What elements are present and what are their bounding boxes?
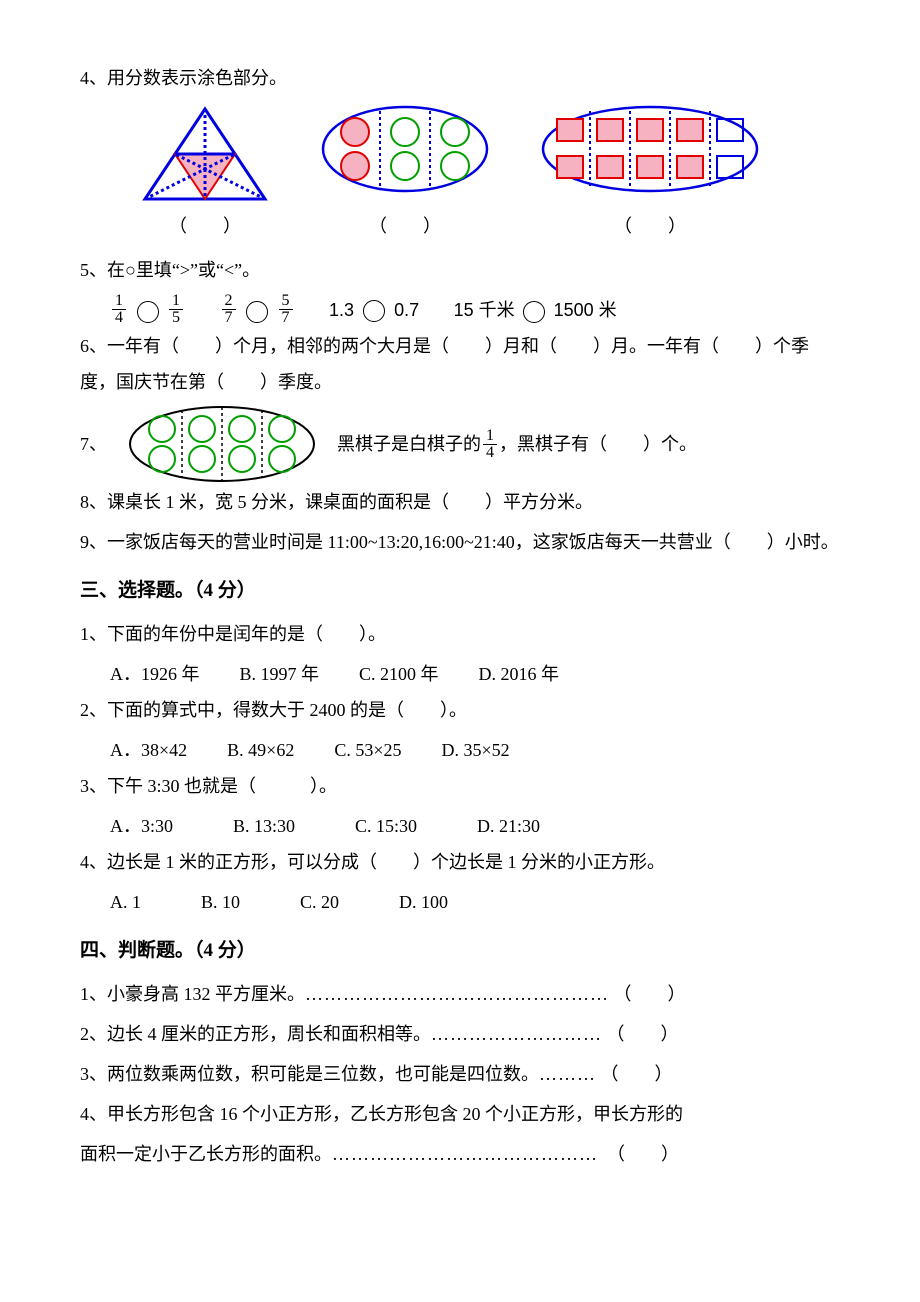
compare-slot (246, 301, 268, 323)
q5-text: 5、在○里填“>”或“<”。 (80, 252, 840, 288)
sec3-q1-opts: A．1926 年B. 1997 年C. 2100 年D. 2016 年 (110, 656, 840, 692)
q4-figures (140, 104, 840, 204)
q5-item-4: 15 千米 1500 米 (454, 292, 617, 328)
q4-triangle (140, 104, 270, 204)
sec3-q2: 2、下面的算式中，得数大于 2400 的是（ ）。 (80, 692, 840, 728)
q7-prefix: 7、 (80, 426, 107, 462)
q4-squares-group (540, 104, 760, 194)
sec3-q3-opts: A．3:30B. 13:30C. 15:30D. 21:30 (110, 808, 840, 844)
sec4-q4a: 4、甲长方形包含 16 个小正方形，乙长方形包含 20 个小正方形，甲长方形的 (80, 1096, 840, 1132)
compare-slot (523, 301, 545, 323)
compare-slot (363, 300, 385, 322)
q5-item-2: 27 57 (220, 292, 295, 328)
q8-text: 8、课桌长 1 米，宽 5 分米，课桌面的面积是（ ）平方分米。 (80, 484, 840, 520)
sec3-q4-opts: A. 1B. 10C. 20D. 100 (110, 884, 840, 920)
sec3-q3: 3、下午 3:30 也就是（ ）。 (80, 768, 840, 804)
q5-item-1: 14 15 (110, 292, 185, 328)
sec4-q1: 1、小豪身高 132 平方厘米。………………………………………… （ ） (80, 976, 840, 1012)
q6-text: 6、一年有（ ）个月，相邻的两个大月是（ ）月和（ ）月。一年有（ ）个季度，国… (80, 328, 840, 400)
sec3-q2-opts: A．38×42B. 49×62C. 53×25D. 35×52 (110, 732, 840, 768)
q4-captions: （ ） （ ） （ ） (140, 208, 840, 244)
sec4-title: 四、判断题。（4 分） (80, 932, 840, 970)
q4-text: 4、用分数表示涂色部分。 (80, 60, 840, 96)
compare-slot (137, 301, 159, 323)
q4-caption-2: （ ） (320, 208, 490, 244)
q7-row: 7、 黑棋子是白棋子的14，黑棋子有（ ）个。 (80, 404, 840, 484)
sec3-q4: 4、边长是 1 米的正方形，可以分成（ ）个边长是 1 分米的小正方形。 (80, 844, 840, 880)
q7-figure (127, 404, 317, 484)
sec3-title: 三、选择题。（4 分） (80, 572, 840, 610)
q9-text: 9、一家饭店每天的营业时间是 11:00~13:20,16:00~21:40，这… (80, 524, 840, 560)
sec4-q3: 3、两位数乘两位数，积可能是三位数，也可能是四位数。……… （ ） (80, 1056, 840, 1092)
sec4-q2: 2、边长 4 厘米的正方形，周长和面积相等。……………………… （ ） (80, 1016, 840, 1052)
sec3-q1: 1、下面的年份中是闰年的是（ ）。 (80, 616, 840, 652)
q5-item-3: 1.3 0.7 (329, 292, 419, 328)
sec4-q4b: 面积一定小于乙长方形的面积。…………………………………… （ ） (80, 1136, 840, 1172)
q4-caption-3: （ ） (540, 208, 760, 244)
q7-text: 黑棋子是白棋子的14，黑棋子有（ ）个。 (337, 426, 697, 462)
q4-circles-group (320, 104, 490, 194)
q4-caption-1: （ ） (140, 208, 270, 244)
q5-items: 14 15 27 57 1.3 0.7 15 千米 1500 米 (110, 292, 840, 328)
